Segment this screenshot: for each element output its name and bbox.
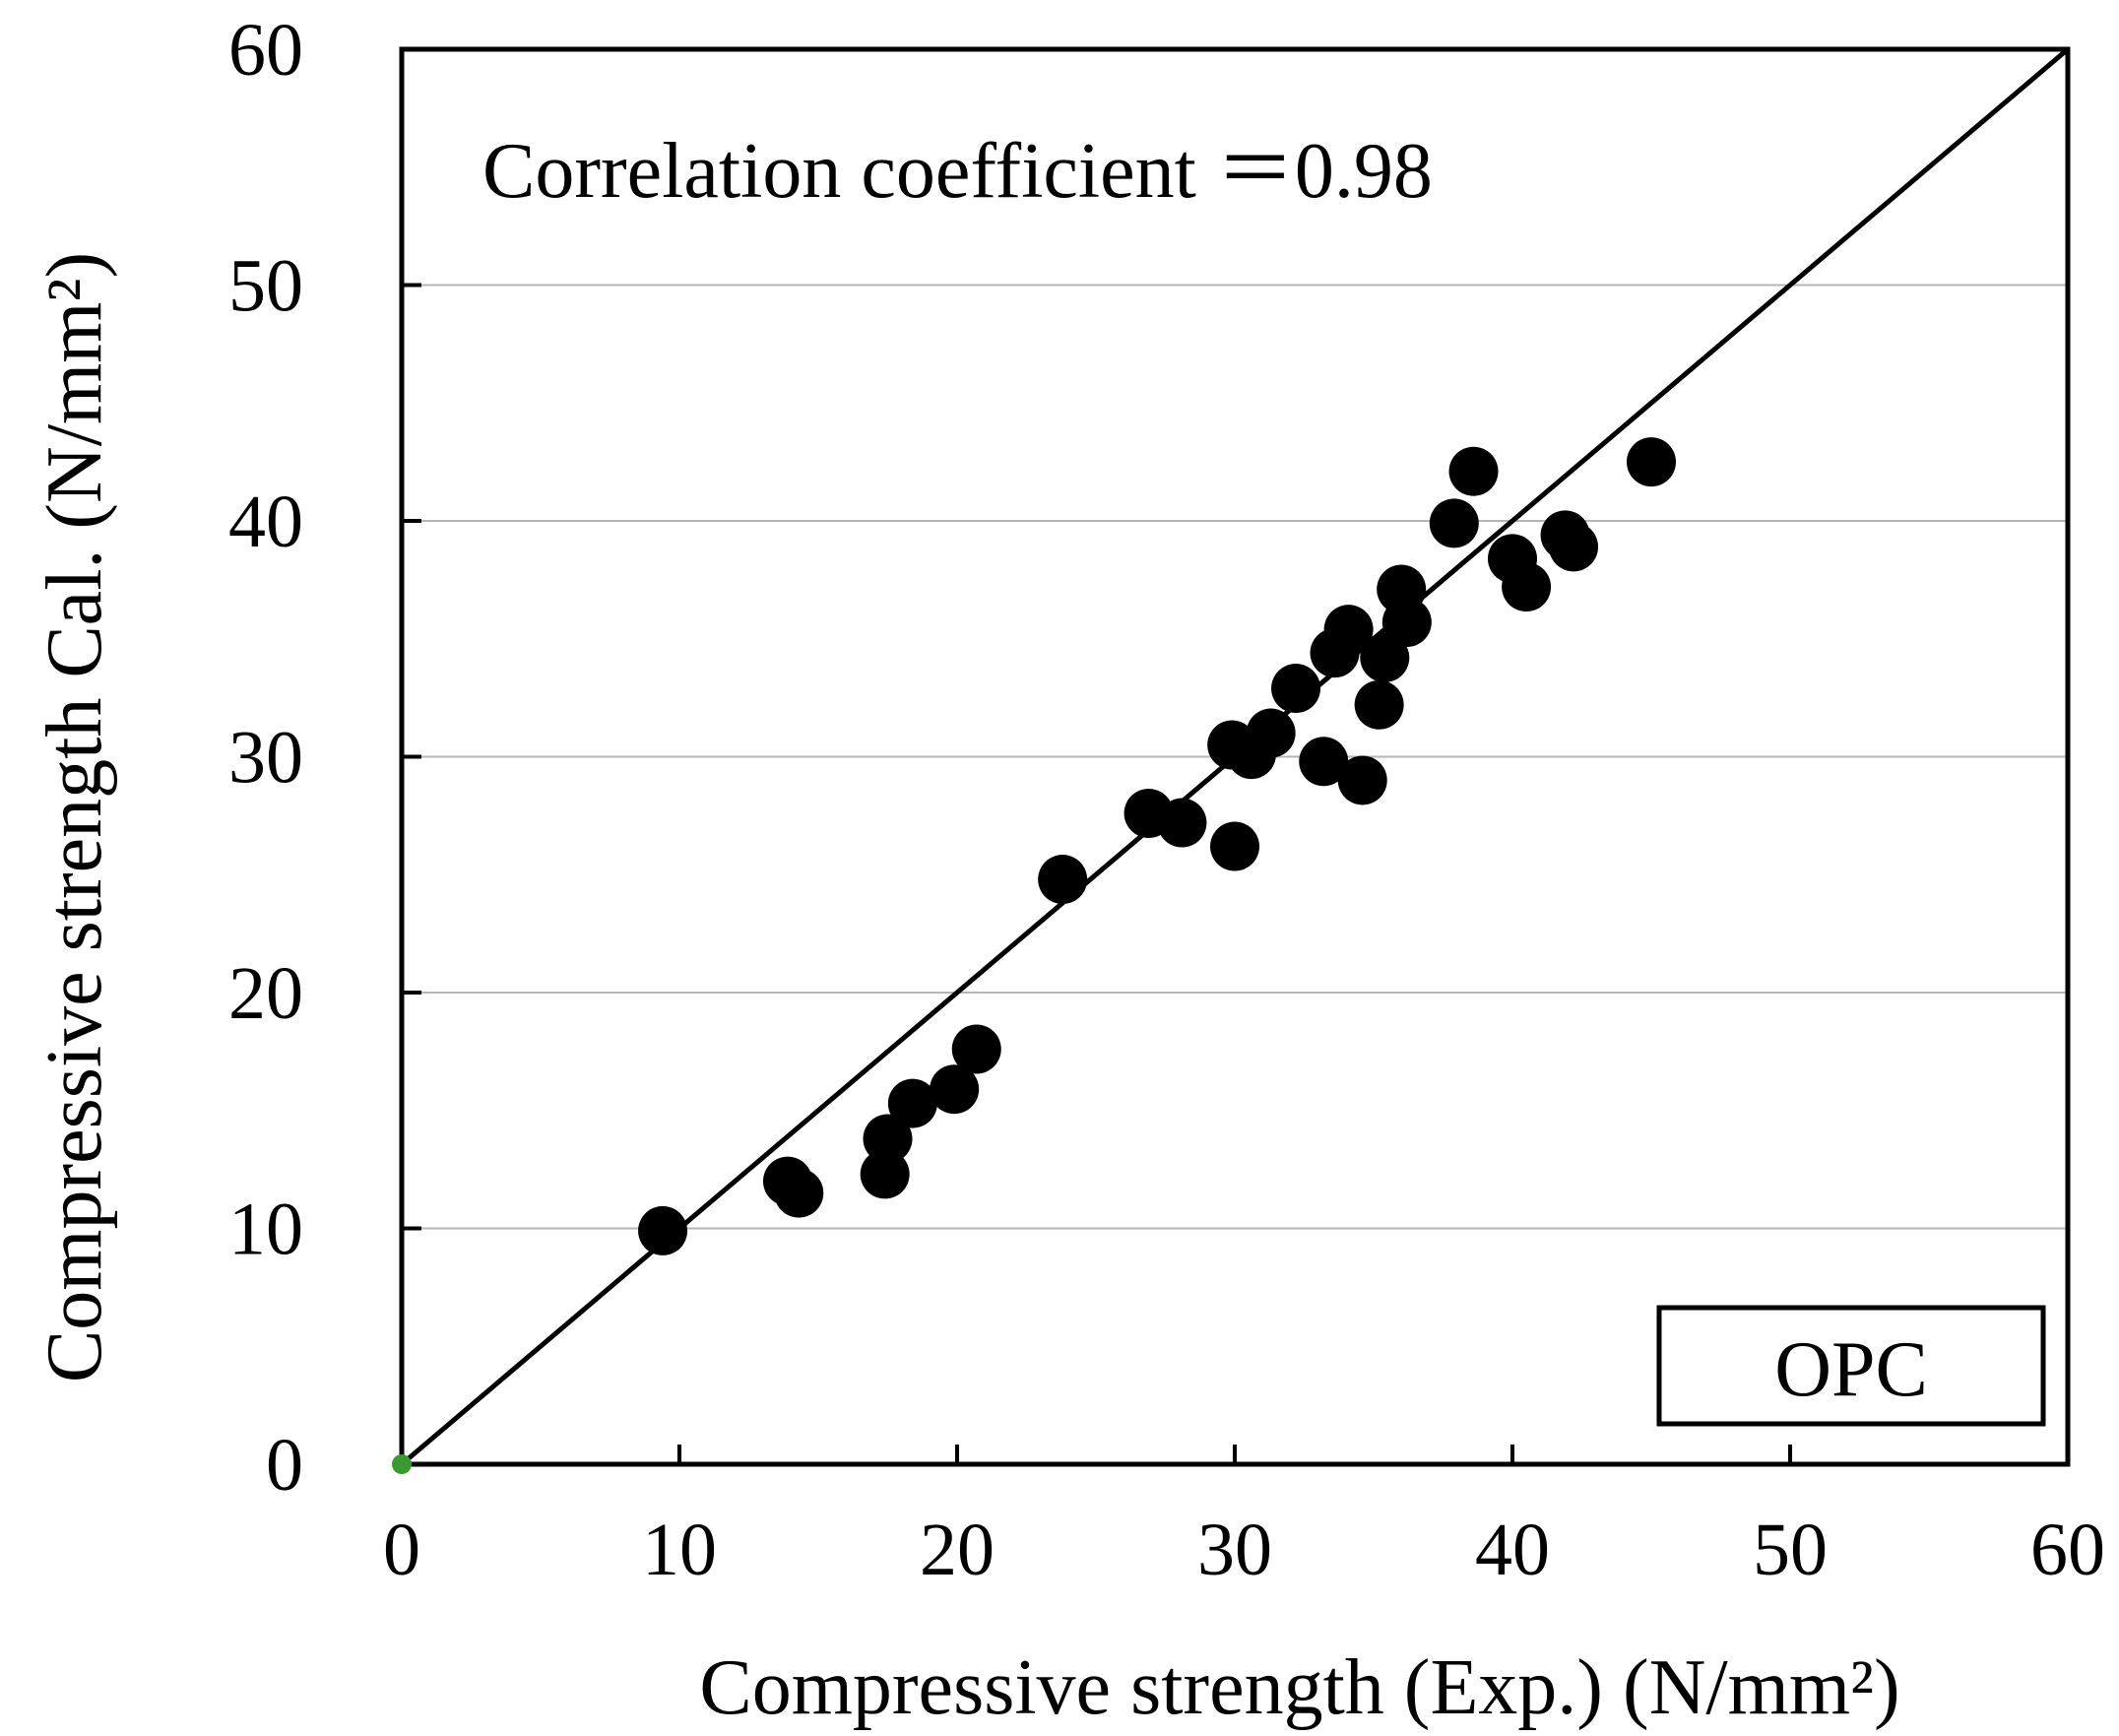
data-point-15 [1246,708,1296,758]
x-tick-label-10: 10 [642,1509,717,1591]
x-tick-label-50: 50 [1753,1509,1828,1591]
data-point-1 [638,1205,688,1255]
data-point-26 [1448,446,1499,496]
x-tick-label-20: 20 [920,1509,995,1591]
data-point-20 [1337,755,1387,805]
x-tick-label-60: 60 [2030,1509,2105,1591]
legend-box [1656,1305,2046,1427]
data-point-25 [1429,498,1479,548]
y-tick-label-40: 40 [228,481,303,563]
data-point-11 [1157,798,1207,848]
y-tick-label-20: 20 [228,952,303,1035]
y-tick-label-0: 0 [266,1424,303,1507]
y-axis-ticks: 0 10 20 30 40 50 60 [228,9,421,1507]
data-point-17 [1299,737,1349,787]
data-point-22 [1360,632,1410,682]
data-point-31 [1627,437,1676,487]
data-point-21 [1354,679,1404,730]
data-point-4 [860,1149,910,1199]
y-tick-label-60: 60 [228,9,303,92]
data-point-24 [1381,597,1432,647]
correlation-annotation: Correlation coefficient ＝0.98 [482,128,1433,215]
data-point-13 [1210,821,1259,871]
y-axis-title: Compressive strength Cal. (N/mm²) [32,252,118,1382]
x-tick-label-40: 40 [1475,1509,1550,1591]
origin-marker [392,1454,412,1474]
data-point-9 [1038,855,1088,905]
y-tick-label-10: 10 [228,1189,303,1271]
data-point-5 [863,1114,913,1164]
legend: OPC [1656,1305,2046,1427]
data-point-6 [887,1078,937,1128]
y-tick-label-50: 50 [228,245,303,328]
data-point-30 [1549,522,1599,572]
data-point-19 [1323,605,1374,655]
y-tick-label-30: 30 [228,717,303,800]
data-point-3 [774,1168,824,1218]
data-points [638,437,1676,1255]
data-point-7 [930,1064,980,1115]
x-tick-label-0: 0 [383,1509,420,1591]
x-axis-title: Compressive strength (Exp.) (N/mm²) [699,1644,1899,1731]
x-axis-ticks: 0 10 20 30 40 50 60 [383,1445,2105,1591]
legend-label: OPC [1774,1326,1928,1413]
data-point-28 [1502,562,1552,612]
data-point-8 [951,1024,1001,1074]
x-tick-label-30: 30 [1197,1509,1272,1591]
data-point-16 [1271,664,1321,714]
